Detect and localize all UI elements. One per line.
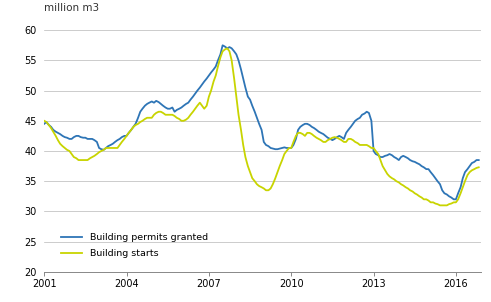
Building permits granted [451,198,457,201]
Line: Building permits granted: Building permits granted [44,45,479,199]
Building permits granted [368,119,374,123]
Building starts [224,47,230,50]
Building starts [368,146,374,150]
Building permits granted [41,122,47,126]
Building starts [345,137,351,141]
Building starts [437,204,443,207]
Building starts [41,119,47,123]
Building permits granted [128,128,134,132]
Building permits granted [355,117,360,121]
Building starts [128,128,134,132]
Line: Building starts: Building starts [44,48,479,205]
Building starts [281,152,287,156]
Building permits granted [338,135,344,139]
Building permits granted [219,43,225,47]
Building permits granted [476,158,482,162]
Building permits granted [281,146,287,149]
Building starts [476,165,482,169]
Building permits granted [345,128,351,132]
Legend: Building permits granted, Building starts: Building permits granted, Building start… [57,229,212,262]
Building starts [355,141,360,145]
Text: million m3: million m3 [44,3,99,13]
Building starts [338,138,344,142]
